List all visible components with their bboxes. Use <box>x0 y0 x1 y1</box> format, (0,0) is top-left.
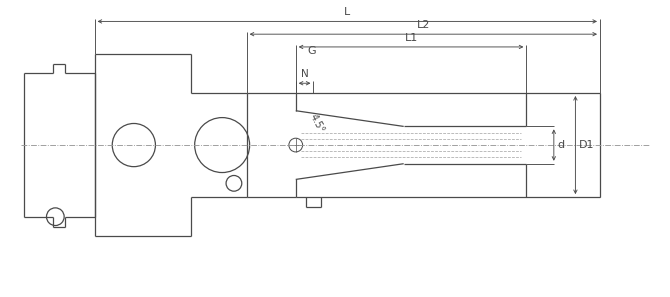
Text: L: L <box>344 7 350 18</box>
Text: D1: D1 <box>580 140 595 150</box>
Text: 4.5°: 4.5° <box>308 112 326 135</box>
Text: G: G <box>307 46 316 56</box>
Text: L1: L1 <box>405 33 417 43</box>
Text: d: d <box>557 140 565 150</box>
Text: N: N <box>301 69 308 79</box>
Text: L2: L2 <box>417 20 430 30</box>
